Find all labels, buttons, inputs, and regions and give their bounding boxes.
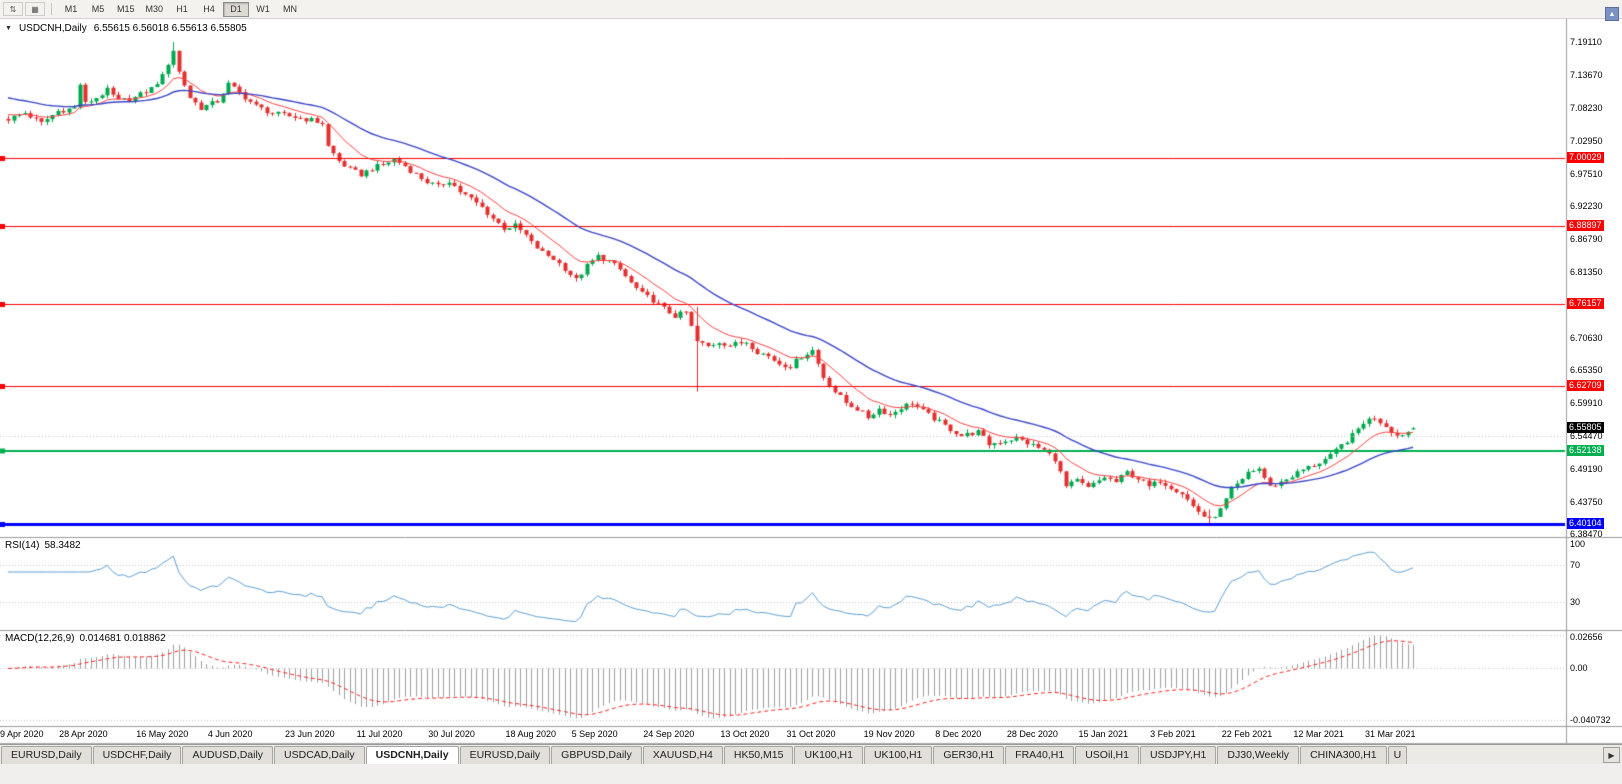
chart-tab-uk100-h1[interactable]: UK100,H1 [794,746,863,764]
chart-tab-china300-h1[interactable]: CHINA300,H1 [1300,746,1387,764]
chart-tab-eurusd-daily[interactable]: EURUSD,Daily [1,746,92,764]
grid-icon[interactable]: ▦ [25,2,45,16]
rsi-label: RSI(14) 58.3482 [5,540,81,551]
rsi-value: 58.3482 [44,540,81,551]
chart-tabs: EURUSD,Daily USDCHF,Daily AUDUSD,Daily USDC… [1,746,1599,764]
timeframe-button-m15[interactable]: M15 [112,2,140,17]
chart-tab-bar: EURUSD,Daily USDCHF,Daily AUDUSD,Daily USDC… [0,744,1622,764]
cycle-arrows-icon[interactable]: ⇅ [3,2,23,16]
chart-tab-fra40-h1[interactable]: FRA40,H1 [1005,746,1075,764]
chart-tab-eurusd-daily[interactable]: EURUSD,Daily [459,746,551,764]
tab-scroll-right-button[interactable]: ▶ [1603,747,1620,763]
chart-tab-usoil-h1[interactable]: USOil,H1 [1075,746,1139,764]
status-bar [0,764,1622,784]
toolbar-icons: ⇅ ▦ [3,2,45,16]
chart-tab-usdcad-daily[interactable]: USDCAD,Daily [274,746,365,764]
timeframe-button-d1[interactable]: D1 [223,1,250,17]
chart-tab-hk50-m15[interactable]: HK50,M15 [723,746,794,764]
chart-tab-uk100-h1[interactable]: UK100,H1 [863,746,933,764]
macd-label: MACD(12,26,9) 0.014681 0.018862 [5,633,166,644]
chart-tab-xauusd-h4[interactable]: XAUUSD,H4 [642,746,723,764]
timeframe-button-h4[interactable]: H4 [196,2,222,17]
chart-menu-icon[interactable]: ▼ [5,25,12,32]
timeframe-button-m5[interactable]: M5 [85,2,111,17]
scroll-up-button[interactable]: ▲ [1605,7,1619,21]
chart-tab-u[interactable]: U [1387,746,1408,764]
chart-tab-dj30-weekly[interactable]: DJ30,Weekly [1217,746,1300,764]
chart-tab-usdjpy-h1[interactable]: USDJPY,H1 [1139,746,1217,764]
macd-values: 0.014681 0.018862 [79,633,166,644]
timeframe-button-mn[interactable]: MN [277,2,303,17]
chart-tab-gbpusd-daily[interactable]: GBPUSD,Daily [551,746,642,764]
ohlc-label: 6.55615 6.56018 6.55613 6.55805 [93,23,247,34]
timeframe-button-m30[interactable]: M30 [141,2,169,17]
rsi-title: RSI(14) [5,540,40,551]
chart-tab-audusd-daily[interactable]: AUDUSD,Daily [182,746,274,764]
symbol-label: USDCNH,Daily [18,23,87,34]
timeframe-button-w1[interactable]: W1 [250,2,276,17]
timeframe-button-h1[interactable]: H1 [169,2,195,17]
macd-title: MACD(12,26,9) [5,633,75,644]
timeframe-button-m1[interactable]: M1 [58,2,84,17]
chart-title: ▼ USDCNH,Daily 6.55615 6.56018 6.55613 6… [5,23,247,34]
chart-tab-ger30-h1[interactable]: GER30,H1 [933,746,1005,764]
timeframe-buttons: M1 M5 M15 M30 H1 H4 D1 W1 MN [58,1,303,17]
chart-tab-usdcnh-daily[interactable]: USDCNH,Daily [365,746,459,764]
timeframe-toolbar: ⇅ ▦ M1 M5 M15 M30 H1 H4 D1 W1 MN [0,0,1622,19]
toolbar-separator [51,3,52,15]
chart-tab-usdchf-daily[interactable]: USDCHF,Daily [92,746,182,764]
